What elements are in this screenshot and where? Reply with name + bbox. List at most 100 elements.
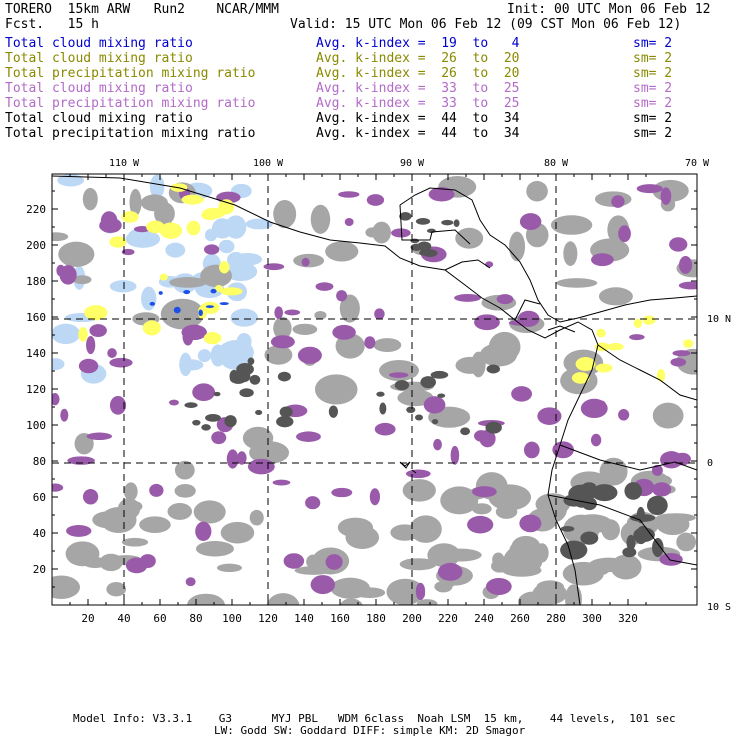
cloud-blob bbox=[683, 339, 694, 348]
cloud-blob bbox=[58, 241, 95, 267]
cloud-fields bbox=[52, 174, 697, 605]
cloud-blob bbox=[229, 373, 247, 384]
cloud-blob bbox=[446, 549, 471, 559]
cloud-blob bbox=[109, 395, 127, 415]
cloud-blob bbox=[314, 310, 327, 320]
cloud-blob bbox=[185, 577, 196, 587]
cloud-blob bbox=[338, 191, 360, 198]
legend-field: Total precipitation mixing ratio bbox=[5, 126, 256, 141]
cloud-blob bbox=[141, 286, 157, 311]
cloud-blob bbox=[205, 305, 215, 309]
cloud-blob bbox=[183, 290, 191, 295]
cloud-blob bbox=[571, 372, 590, 384]
cloud-blob bbox=[82, 489, 99, 505]
legend-sm: sm= 2 bbox=[633, 51, 673, 66]
cloud-blob bbox=[210, 288, 217, 294]
legend-sm: sm= 2 bbox=[633, 36, 673, 51]
tick-label: 100 W bbox=[253, 158, 284, 169]
cloud-blob bbox=[610, 554, 642, 580]
cloud-blob bbox=[149, 483, 164, 497]
cloud-blob bbox=[556, 278, 598, 288]
cloud-blob bbox=[618, 409, 630, 421]
tick-label: 10 N bbox=[707, 314, 731, 325]
cloud-blob bbox=[386, 578, 425, 605]
cloud-blob bbox=[495, 504, 518, 519]
cloud-blob bbox=[264, 345, 293, 365]
cloud-blob bbox=[203, 244, 220, 255]
cloud-blob bbox=[389, 372, 409, 378]
cloud-blob bbox=[226, 449, 239, 469]
cloud-blob bbox=[86, 432, 113, 440]
cloud-blob bbox=[121, 537, 149, 547]
cloud-blob bbox=[492, 552, 505, 567]
cloud-blob bbox=[676, 532, 697, 552]
cloud-blob bbox=[416, 599, 438, 605]
cloud-blob bbox=[60, 408, 69, 422]
cloud-blob bbox=[394, 380, 410, 391]
cloud-blob bbox=[422, 249, 438, 257]
cloud-blob bbox=[594, 342, 610, 352]
cloud-blob bbox=[485, 261, 494, 268]
cloud-blob bbox=[485, 421, 502, 434]
cloud-blob bbox=[89, 324, 107, 338]
cloud-blob bbox=[292, 323, 318, 335]
cloud-blob bbox=[127, 228, 149, 245]
cloud-blob bbox=[537, 407, 562, 425]
cloud-blob bbox=[659, 552, 683, 566]
tick-label: 280 bbox=[546, 612, 566, 625]
cloud-blob bbox=[159, 273, 168, 281]
cloud-blob bbox=[301, 257, 310, 267]
cloud-blob bbox=[59, 265, 77, 285]
cloud-blob bbox=[652, 538, 664, 558]
cloud-blob bbox=[339, 294, 360, 323]
cloud-blob bbox=[607, 342, 624, 351]
tick-label: 260 bbox=[510, 612, 530, 625]
cloud-blob bbox=[159, 222, 183, 239]
cloud-blob bbox=[472, 503, 492, 515]
cloud-blob bbox=[239, 388, 254, 398]
cloud-blob bbox=[57, 174, 84, 187]
cloud-blob bbox=[198, 309, 203, 317]
cloud-blob bbox=[211, 431, 227, 445]
cloud-blob bbox=[430, 370, 449, 379]
cloud-blob bbox=[192, 383, 216, 402]
cloud-blob bbox=[560, 525, 575, 532]
cloud-blob bbox=[124, 482, 138, 501]
cloud-blob bbox=[158, 291, 163, 295]
latitude-labels: 10 N 0 10 S bbox=[707, 314, 731, 613]
tick-label: 180 bbox=[26, 275, 46, 288]
cloud-blob bbox=[379, 359, 419, 382]
cloud-blob bbox=[227, 252, 245, 268]
cloud-blob bbox=[225, 215, 247, 239]
cloud-blob bbox=[202, 207, 225, 219]
tick-label: 80 W bbox=[544, 158, 569, 169]
cloud-blob bbox=[263, 263, 285, 271]
cloud-blob bbox=[266, 593, 300, 605]
cloud-blob bbox=[598, 287, 633, 306]
tick-label: 80 bbox=[33, 455, 46, 468]
cloud-blob bbox=[106, 582, 127, 597]
cloud-blob bbox=[454, 293, 482, 302]
cloud-blob bbox=[488, 331, 521, 362]
cloud-blob bbox=[272, 479, 291, 486]
cloud-blob bbox=[550, 215, 593, 235]
cloud-blob bbox=[339, 598, 363, 605]
cloud-blob bbox=[165, 242, 186, 258]
cloud-blob bbox=[118, 498, 141, 520]
cloud-blob bbox=[496, 294, 514, 305]
cloud-blob bbox=[626, 534, 636, 551]
cloud-blob bbox=[646, 495, 668, 516]
cloud-blob bbox=[591, 484, 618, 502]
cloud-blob bbox=[273, 199, 297, 229]
cloud-blob bbox=[450, 445, 460, 465]
cloud-blob bbox=[474, 314, 500, 331]
cloud-blob bbox=[216, 563, 243, 573]
tick-label: 60 bbox=[33, 491, 46, 504]
cloud-blob bbox=[560, 540, 588, 560]
cloud-blob bbox=[409, 515, 442, 543]
cloud-blob bbox=[230, 308, 258, 327]
tick-label: 120 bbox=[258, 612, 278, 625]
cloud-blob bbox=[673, 452, 691, 466]
cloud-blob bbox=[331, 487, 353, 498]
cloud-blob bbox=[420, 376, 436, 389]
